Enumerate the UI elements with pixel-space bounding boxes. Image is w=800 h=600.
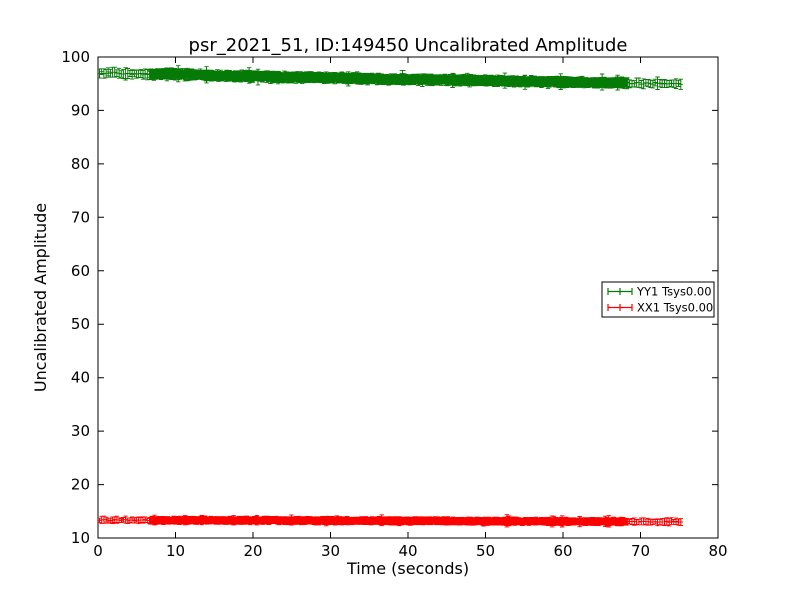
- y-tick-label: 80: [71, 155, 90, 173]
- x-tick-label: 20: [243, 542, 262, 560]
- legend-marker-yy1: [607, 288, 633, 295]
- y-tick-label: 20: [71, 476, 90, 494]
- series-xx1-markers: [97, 514, 683, 528]
- y-tick-label: 10: [71, 529, 90, 547]
- x-tick-label: 30: [321, 542, 340, 560]
- legend-marker-xx1: [607, 304, 633, 311]
- x-tick-label: 40: [398, 542, 417, 560]
- series-yy1-markers: [97, 65, 683, 91]
- y-tick-label: 30: [71, 422, 90, 440]
- legend-box: [601, 281, 715, 318]
- y-tick-label: 60: [71, 262, 90, 280]
- x-tick-label: 70: [631, 542, 650, 560]
- y-tick-label: 40: [71, 369, 90, 387]
- x-tick-label: 0: [93, 542, 103, 560]
- x-tick-label: 80: [708, 542, 727, 560]
- x-axis-label: Time (seconds): [346, 559, 469, 578]
- x-tick-label: 50: [476, 542, 495, 560]
- y-tick-label: 70: [71, 208, 90, 226]
- legend-label: YY1 Tsys0.00: [636, 285, 712, 299]
- legend-label: XX1 Tsys0.00: [637, 301, 713, 315]
- y-axis-label: Uncalibrated Amplitude: [31, 203, 50, 392]
- y-tick-label: 100: [61, 48, 90, 66]
- y-tick-label: 50: [71, 315, 90, 333]
- axis-ticks: [97, 56, 719, 539]
- y-tick-label: 90: [71, 101, 90, 119]
- chart-title: psr_2021_51, ID:149450 Uncalibrated Ampl…: [189, 35, 628, 56]
- x-tick-label: 10: [166, 542, 185, 560]
- x-tick-label: 60: [553, 542, 572, 560]
